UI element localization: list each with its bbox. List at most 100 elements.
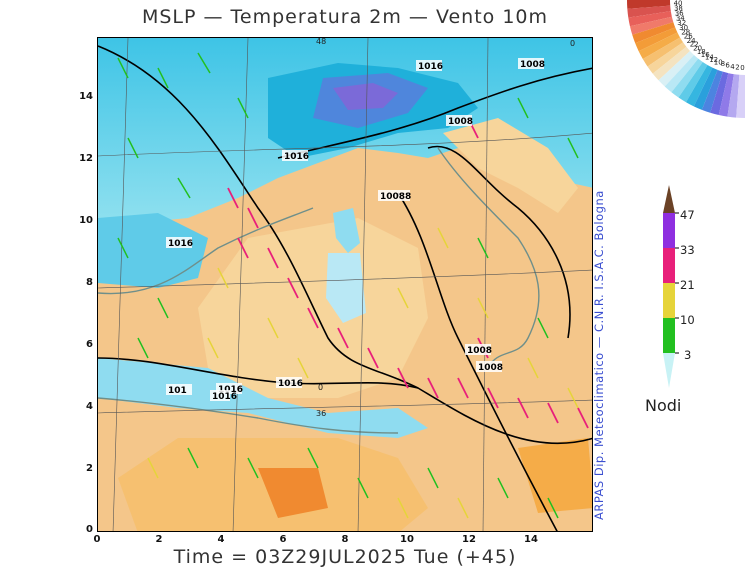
palette-label: 14 — [705, 54, 714, 62]
contour-labels: 48 0 36 0 — [316, 38, 575, 418]
palette-label: 22 — [690, 41, 699, 49]
palette-segment — [686, 64, 713, 107]
palette-label: 18 — [697, 48, 706, 56]
wind-legend-label: 3 — [684, 348, 692, 362]
palette-label: 4 — [730, 63, 735, 71]
credit-label: ARPAS Dip. Meteoclimatico — C.N.R. I.S.A… — [592, 190, 606, 520]
palette-label: 16 — [701, 51, 710, 59]
palette-label: 30 — [679, 24, 688, 32]
corsica — [333, 208, 360, 253]
isobar-label: 1016 — [284, 152, 309, 162]
wind-legend-label: 10 — [680, 313, 695, 327]
isobar-1008 — [397, 192, 558, 531]
isobar-labels: 1016 1008 1008 1016 10088 1016 1008 1008… — [166, 58, 545, 402]
x-tick: 4 — [217, 534, 225, 545]
isobar-label: 1008 — [478, 363, 503, 373]
palette-label: 28 — [681, 28, 690, 36]
map-title: MSLP — Temperatura 2m — Vento 10m — [141, 6, 549, 28]
palette-segment — [710, 71, 729, 116]
isobar-1008-east — [427, 145, 571, 339]
credit-text: ARPAS Dip. Meteoclimatico — C.N.R. I.S.A… — [590, 150, 612, 520]
palette-segment — [671, 58, 703, 98]
y-tick: 12 — [79, 153, 93, 164]
palette-segment — [647, 42, 687, 74]
west-cool-zone — [98, 213, 208, 288]
coastline-italy — [437, 147, 540, 369]
north-africa-coast — [98, 358, 428, 438]
graticule — [98, 38, 592, 531]
palette-label: 0 — [740, 64, 744, 72]
wind-legend-band — [663, 283, 675, 318]
y-tick: 2 — [86, 463, 93, 474]
wind-barbs-strong — [227, 117, 589, 429]
y-tick: 14 — [79, 91, 93, 102]
palette-segment — [629, 16, 674, 35]
isobar-label: 1016 — [168, 239, 193, 249]
y-tick: 8 — [86, 277, 93, 288]
hot-spot — [258, 468, 328, 518]
coastline-africa — [98, 397, 399, 434]
wind-legend-band — [663, 213, 675, 248]
palette-label: 32 — [677, 19, 686, 27]
palette-segment — [628, 11, 672, 27]
palette-segment — [693, 67, 718, 110]
isobar-label: 101 — [168, 386, 187, 396]
isobar-label: 1016 — [418, 62, 443, 72]
isobar-1016-north — [277, 67, 592, 159]
palette-segment — [718, 73, 734, 117]
palette-label: 40 — [674, 0, 683, 8]
wind-legend-arrow-top — [663, 185, 675, 213]
x-tick: 2 — [155, 534, 163, 545]
wind-legend-band — [663, 318, 675, 353]
palette-label: 12 — [709, 56, 718, 64]
sardinia — [326, 253, 366, 323]
coastline-west — [98, 207, 314, 295]
isobar-1012 — [98, 45, 592, 445]
wind-legend-label: 33 — [680, 243, 695, 257]
hot-spot-east — [518, 438, 592, 513]
palette-segment — [638, 32, 681, 59]
weather-map: 1016 1008 1008 1016 10088 1016 1008 1008… — [98, 38, 592, 531]
contour-label: 48 — [316, 38, 326, 46]
palette-segment — [632, 22, 676, 44]
contour-label: 0 — [570, 39, 575, 48]
map-panel: 1016 1008 1008 1016 10088 1016 1008 1008… — [97, 37, 593, 532]
wind-legend-title: Nodi — [645, 396, 682, 415]
x-tick: 10 — [400, 534, 414, 545]
alps-coldest — [333, 83, 398, 110]
wind-legend — [663, 185, 679, 388]
x-tick: 12 — [462, 534, 476, 545]
palette-segment — [642, 37, 684, 67]
palette-segment — [658, 51, 694, 87]
y-tick: 0 — [86, 524, 93, 535]
contour-label: 36 — [316, 409, 326, 418]
palette-label: 20 — [693, 44, 702, 52]
palette-label: 2 — [735, 64, 739, 72]
palette-segment — [701, 69, 723, 113]
x-tick: 6 — [279, 534, 287, 545]
palette-label: 24 — [687, 37, 696, 45]
wind-legend-label: 47 — [680, 208, 695, 222]
palette-label: 36 — [675, 9, 684, 17]
wind-legend-label: 21 — [680, 278, 695, 292]
y-tick: 10 — [79, 215, 93, 226]
y-tick: 4 — [86, 401, 93, 412]
palette-segment — [727, 74, 740, 118]
palette-label: 38 — [674, 5, 683, 13]
palette-label: 6 — [725, 62, 730, 70]
x-tick: 8 — [341, 534, 349, 545]
palette-segment — [627, 0, 671, 9]
adriatic-sea — [443, 118, 578, 213]
wind-barbs-moderate — [147, 227, 579, 519]
isobar-label: 1016 — [218, 385, 243, 395]
isobar-label: 1008 — [448, 117, 473, 127]
isobar-label: 1016 — [212, 392, 237, 402]
palette-segment — [627, 5, 671, 18]
isobar-label: 1016 — [278, 379, 303, 389]
wind-legend-arrow-bottom — [663, 353, 675, 388]
palette-segment — [736, 74, 745, 118]
palette-segment — [664, 54, 699, 93]
y-tick: 6 — [86, 339, 93, 350]
palette-segment — [652, 46, 691, 81]
